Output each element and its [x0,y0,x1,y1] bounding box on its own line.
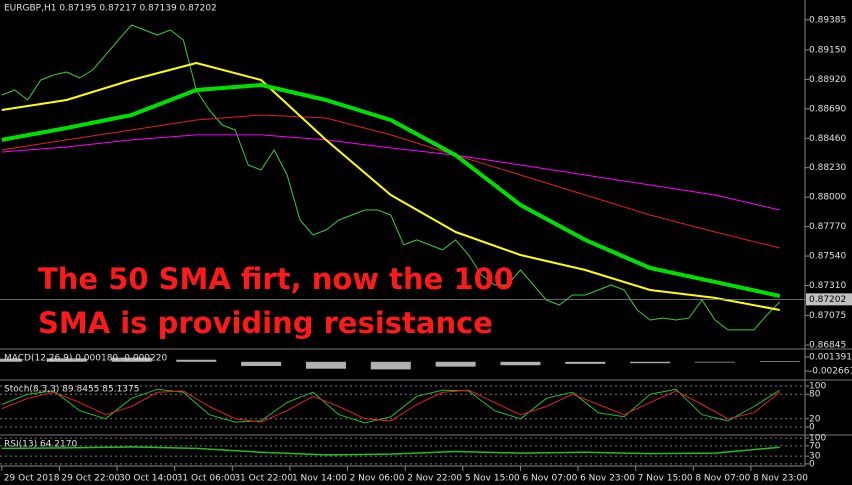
x-tick-label: 8 Nov 07:00 [695,474,750,484]
histogram-bar [694,361,735,363]
series-line [1,446,780,456]
x-tick-label: 7 Nov 15:00 [638,474,693,484]
series-line [1,388,781,424]
histogram-bar [565,361,606,364]
y-tick-label: 0.88920 [809,75,846,85]
y-tick-label: 20 [809,414,821,424]
panel-title: Stoch(8,3,3) 89.8455 85.1375 [4,385,139,395]
x-tick-label: 31 Oct 22:00 [234,474,293,484]
series-line [1,83,781,298]
series-line [1,114,780,249]
histogram-bar [305,361,346,369]
y-tick-label: 70 [809,441,821,451]
panel-title: EURGBP,H1 0.87195 0.87217 0.87139 0.8720… [4,4,217,14]
last-price-box [806,293,852,306]
histogram-bar [46,358,87,362]
y-tick-label: 0 [809,423,815,433]
histogram-bar [176,359,217,362]
y-tick-label: 0.001391 [809,353,852,363]
y-tick-label: 0.87770 [809,222,846,232]
annotation: SMA is providing resistance [38,306,493,340]
y-tick-label: 0.88460 [809,134,846,144]
x-tick-label: 8 Nov 23:00 [753,474,808,484]
y-tick-label: 0.88690 [809,104,846,114]
series-line [1,134,780,211]
histogram-bar [0,358,22,362]
annotation: The 50 SMA firt, now the 100 [38,262,514,296]
y-tick-label: 100 [809,434,826,444]
y-tick-label: 0.87540 [809,252,846,262]
y-tick-label: 100 [809,382,826,392]
y-tick-label: 80 [809,390,821,400]
x-tick-label: 31 Oct 06:00 [177,474,236,484]
x-tick-label: 1 Nov 14:00 [292,474,347,484]
histogram-bar [759,361,800,362]
x-tick-label: 6 Nov 23:00 [580,474,635,484]
y-tick-label: -0.002661 [809,367,852,377]
panel-title: MACD(12,26,9) 0.000180 -0.000220 [4,354,167,364]
y-tick-label: 0.88000 [809,193,846,203]
series-line [1,24,781,331]
histogram-bar [435,361,476,367]
x-tick-label: 6 Nov 07:00 [522,474,577,484]
y-tick-label: 0 [809,459,815,469]
series-line [1,389,781,423]
y-tick-label: 0.87310 [809,281,846,291]
y-tick-label: 0.89385 [809,15,846,25]
x-tick-label: 5 Nov 15:00 [465,474,520,484]
series-line [1,62,780,311]
y-tick-label: 0.87075 [809,311,846,321]
histogram-bar [241,361,282,366]
y-tick-label: 30 [809,452,821,462]
y-tick-label: 0.88230 [809,163,846,173]
histogram-bar [370,361,411,370]
y-tick-label: 0.89150 [809,45,846,55]
x-tick-label: 2 Nov 06:00 [350,474,405,484]
x-tick-label: 2 Nov 22:00 [407,474,462,484]
histogram-bar [630,361,671,364]
y-tick-label: 0.86845 [809,341,846,351]
histogram-bar [111,357,152,362]
x-tick-label: 29 Oct 2018 [4,474,60,484]
panel-title: RSI(13) 64.2170 [4,440,77,450]
x-tick-label: 29 Oct 22:00 [61,474,120,484]
x-tick-label: 30 Oct 14:00 [119,474,178,484]
histogram-bar [500,361,541,366]
last-price-label: 0.87202 [809,295,846,305]
